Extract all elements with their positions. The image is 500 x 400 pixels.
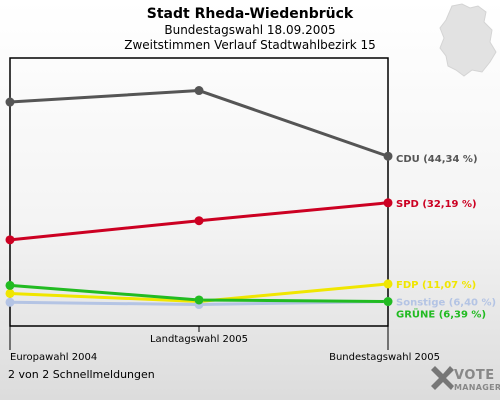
brand-line1: VOTE [454,368,495,383]
footer-note: 2 von 2 Schnellmeldungen [8,368,155,381]
data-point-spd [194,216,204,226]
x-tick-label: Europawahl 2004 [10,352,97,363]
series-label-fdp: FDP (11,07 %) [396,280,476,291]
data-point-cdu [5,97,15,107]
data-point-grüne [5,280,15,290]
data-point-sonstige [5,297,15,307]
chart-title: Stadt Rheda-Wiedenbrück [147,6,354,22]
data-point-cdu [383,151,393,161]
data-point-grüne [194,295,204,305]
series-line-cdu [9,89,389,158]
data-point-spd [5,235,15,245]
ballot-cross-icon [431,366,454,390]
germany-map-icon [439,3,497,77]
data-point-fdp [5,288,15,298]
x-tick-label: Bundestagswahl 2005 [329,352,440,363]
series-label-grüne: GRÜNE (6,39 %) [396,307,486,321]
series-label-sonstige: Sonstige (6,40 %) [396,297,496,308]
series-label-cdu: CDU (44,34 %) [396,154,478,165]
data-point-grüne [383,297,393,307]
brand-logo: VOTE MANAGER [428,364,500,396]
series-label-spd: SPD (32,19 %) [396,199,477,210]
data-point-spd [383,198,393,208]
brand-line2: MANAGER [454,383,500,392]
x-tick-label: Landtagswahl 2005 [150,334,248,345]
chart-subtitle: Bundestagswahl 18.09.2005 [164,23,335,37]
chart-subtitle-2: Zweitstimmen Verlauf Stadtwahlbezirk 15 [124,38,376,52]
data-point-cdu [194,86,204,96]
data-point-fdp [383,279,393,289]
